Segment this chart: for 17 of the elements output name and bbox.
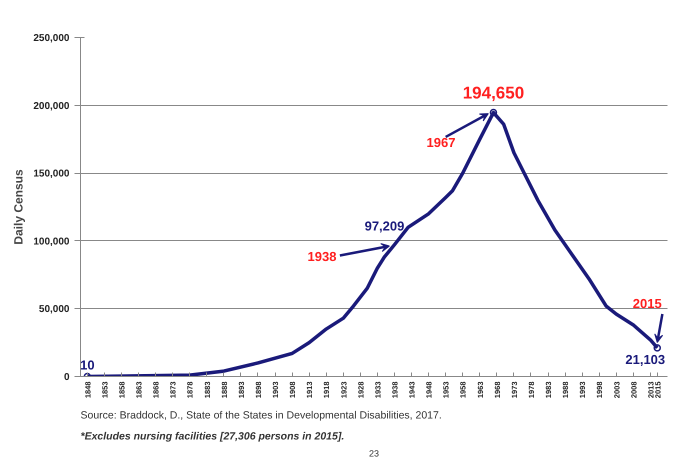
y-axis-title: Daily Census	[11, 168, 26, 245]
y-tick-label: 200,000	[33, 100, 70, 112]
annotation: 21,103	[625, 352, 666, 367]
annotation: 194,650	[462, 84, 524, 103]
y-tick-label: 250,000	[33, 33, 70, 44]
text: 23	[368, 448, 380, 458]
y-tick-label: 100,000	[33, 236, 70, 248]
annotation: 10	[80, 357, 95, 372]
y-tick-label: 50,000	[38, 304, 70, 316]
annotation: 2015	[632, 296, 662, 311]
annotation: 1938	[308, 249, 336, 264]
y-tick-label: 0	[64, 372, 70, 383]
text: *Excludes nursing facilities [27,306 persons in 2015].	[80, 430, 344, 442]
y-tick-label: 150,000	[33, 168, 70, 180]
annotation: 1967	[426, 135, 456, 150]
annotation: 97,209	[364, 218, 404, 234]
source-note: Source: Braddock, D., State of the States in Developmental Disabilities, 2017.	[80, 410, 442, 422]
